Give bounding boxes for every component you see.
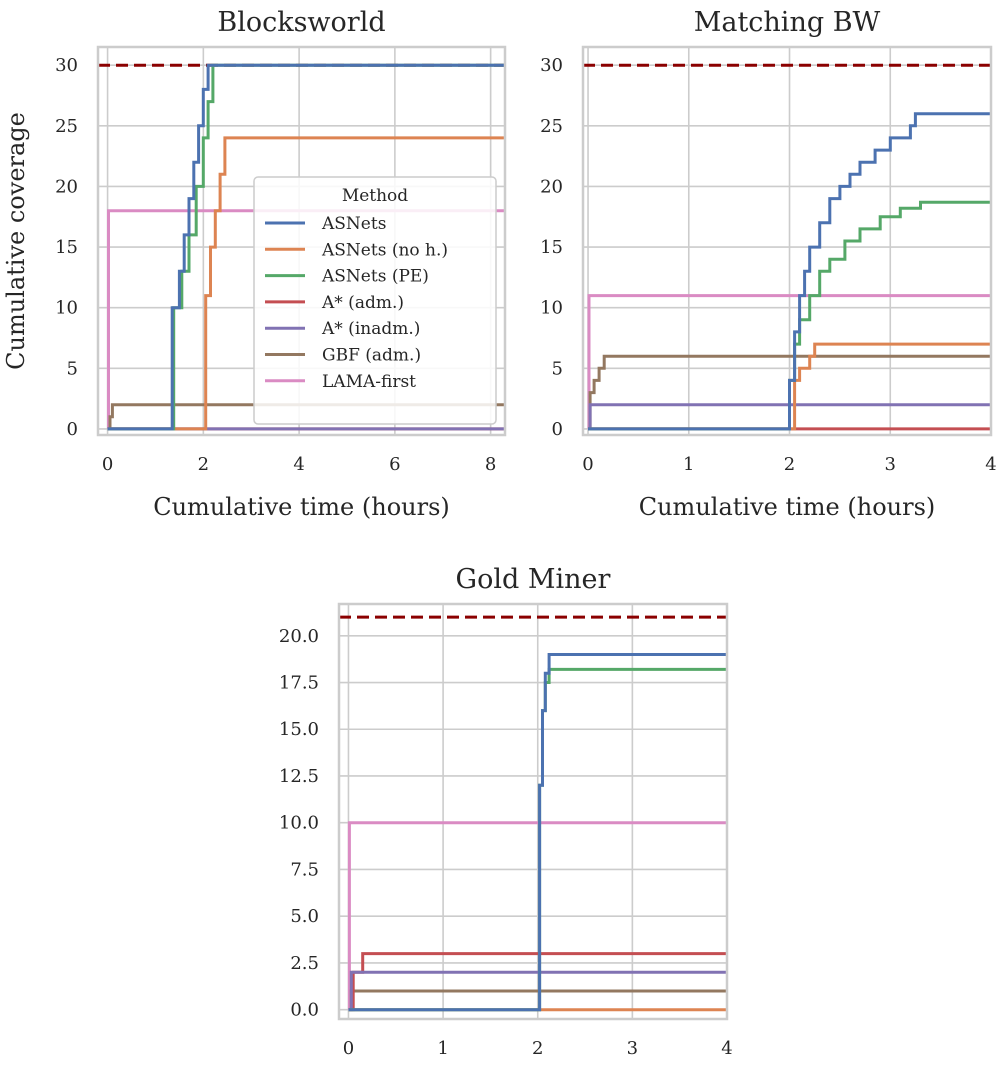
series-line-asnets-no-h (588, 342, 991, 431)
x-tick-label: 1 (683, 454, 694, 475)
x-axis-label: Cumulative time (hours) (153, 493, 450, 521)
y-tick-label: 12.5 (279, 766, 319, 787)
y-tick-label: 15 (540, 237, 563, 258)
y-tick-label: 5 (552, 358, 563, 379)
y-tick-label: 5 (67, 358, 78, 379)
legend-entry-asnets-no-h: ASNets (no h.) (321, 240, 448, 260)
series-line-asnets (107, 63, 505, 431)
y-tick-label: 25 (540, 116, 563, 137)
y-tick-label: 2.5 (290, 953, 319, 974)
axes-frame (96, 45, 507, 437)
x-tick-label: 0 (582, 454, 593, 475)
x-tick-label: 8 (485, 454, 496, 475)
legend-box (253, 176, 497, 425)
y-tick-label: 20.0 (279, 626, 319, 647)
x-tick-label: 4 (293, 454, 304, 475)
x-tick-label: 0 (102, 454, 113, 475)
legend-entry-asnets-pe: ASNets (PE) (321, 267, 429, 287)
legend-entry-a-adm: A* (adm.) (321, 293, 404, 313)
x-tick-label: 3 (627, 1038, 638, 1059)
axes-frame (581, 45, 993, 437)
y-tick-label: 10 (540, 298, 563, 319)
y-tick-label: 0 (552, 419, 563, 440)
y-tick-label: 0 (67, 419, 78, 440)
y-tick-label: 15.0 (279, 719, 319, 740)
y-tick-label: 20 (540, 176, 563, 197)
panel-matching-bw: 0 1 2 3 4 0 5 10 15 20 25 30 Matching BW Cumulative t… (540, 7, 997, 521)
y-tick-label: 15 (55, 237, 78, 258)
y-tick-label: 30 (55, 55, 78, 76)
y-tick-label: 0.0 (290, 1000, 319, 1021)
y-tick-label: 20 (55, 176, 78, 197)
x-tick-label: 6 (389, 454, 400, 475)
x-tick-label: 4 (721, 1038, 732, 1059)
series-line-asnets (348, 653, 727, 1012)
y-tick-label: 7.5 (290, 859, 319, 880)
y-tick-label: 30 (540, 55, 563, 76)
legend-title: Method (342, 186, 408, 206)
y-tick-label: 5.0 (290, 906, 319, 927)
panel-blocksworld: 0 2 4 6 8 0 5 10 15 20 25 30 Blocksworld Cumulative t… (2, 7, 507, 521)
y-tick-label: 10.0 (279, 813, 319, 834)
x-tick-label: 2 (532, 1038, 543, 1059)
panel-title: Matching BW (694, 7, 881, 38)
x-tick-label: 2 (198, 454, 209, 475)
panel-gold-miner: 0 1 2 3 4 0.0 2.5 5.0 7.5 10.0 12.5 15.0 17.5 20.0 Gol… (279, 564, 733, 1059)
x-tick-label: 2 (784, 454, 795, 475)
y-tick-label: 25 (55, 116, 78, 137)
legend-entry-lama-first: LAMA-first (322, 372, 416, 392)
series-line-asnets (588, 112, 991, 431)
y-tick-label: 17.5 (279, 673, 319, 694)
x-tick-label: 3 (885, 454, 896, 475)
x-tick-label: 1 (437, 1038, 448, 1059)
axes-frame (337, 602, 729, 1021)
legend-entry-a-inadm: A* (inadm.) (321, 319, 420, 339)
y-tick-label: 10 (55, 298, 78, 319)
panel-title: Gold Miner (456, 564, 611, 595)
x-tick-label: 4 (985, 454, 996, 475)
legend-entry-asnets: ASNets (321, 214, 386, 234)
series-line-asnets-no-h (107, 136, 505, 431)
x-tick-label: 0 (343, 1038, 354, 1059)
legend-entry-gbf-adm: GBF (adm.) (322, 346, 421, 366)
legend: Method ASNets ASNets (no h.) ASNets (PE) A* … (253, 176, 497, 425)
y-axis-label: Cumulative coverage (2, 112, 30, 370)
x-axis-label: Cumulative time (hours) (639, 493, 936, 521)
panel-title: Blocksworld (217, 7, 385, 38)
